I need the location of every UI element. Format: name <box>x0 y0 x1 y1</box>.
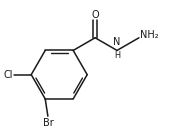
Text: NH₂: NH₂ <box>140 30 159 40</box>
Text: N: N <box>113 37 121 47</box>
Text: Br: Br <box>43 118 53 128</box>
Text: O: O <box>91 10 99 20</box>
Text: H: H <box>114 52 120 61</box>
Text: Cl: Cl <box>3 70 13 80</box>
